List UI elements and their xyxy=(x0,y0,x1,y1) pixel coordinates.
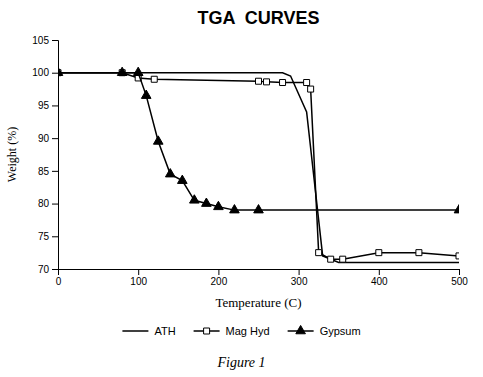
plot-area xyxy=(58,67,459,262)
tick-label: 95 xyxy=(38,100,50,111)
tick-label: 100 xyxy=(32,67,49,78)
tick-mark xyxy=(52,236,58,237)
point xyxy=(316,250,322,256)
point xyxy=(190,195,200,203)
point xyxy=(454,205,459,213)
caption: Figure 1 xyxy=(216,355,265,370)
point xyxy=(151,76,157,82)
tick-mark xyxy=(379,269,380,275)
tick-mark xyxy=(459,269,460,275)
point xyxy=(178,175,188,183)
point xyxy=(230,205,240,213)
tick-mark xyxy=(299,269,300,275)
title: TGA CURVES xyxy=(197,8,319,28)
tick: 300 xyxy=(291,269,308,287)
legend-marker xyxy=(204,328,210,334)
legend-label: ATH xyxy=(154,325,175,337)
point xyxy=(153,136,163,144)
point xyxy=(264,79,270,85)
tick-mark xyxy=(52,138,58,139)
point xyxy=(202,198,212,206)
tick: 95 xyxy=(38,100,58,111)
tick-label: 200 xyxy=(211,276,228,287)
tick: 400 xyxy=(371,269,388,287)
tick-mark xyxy=(218,269,219,275)
legend-item: ATH xyxy=(122,325,175,337)
point xyxy=(133,67,143,75)
tick: 85 xyxy=(38,166,58,177)
tick: 75 xyxy=(38,231,58,242)
y-axis: 70 75 80 85 90 95 100 105 xyxy=(32,35,58,275)
point xyxy=(308,86,314,92)
tick-label: 500 xyxy=(451,276,468,287)
tick: 500 xyxy=(451,269,468,287)
y-axis-label: Weight (%) xyxy=(5,127,19,182)
tick: 200 xyxy=(211,269,228,287)
markers xyxy=(58,70,459,262)
tick-label: 400 xyxy=(371,276,388,287)
legend-label: Mag Hyd xyxy=(226,325,270,337)
point xyxy=(304,80,310,86)
line xyxy=(58,73,459,259)
point xyxy=(141,90,151,98)
legend-swatch xyxy=(122,330,148,332)
tick: 105 xyxy=(32,35,58,46)
line xyxy=(58,73,459,263)
point xyxy=(456,253,459,259)
tick-mark xyxy=(52,269,58,270)
tick-label: 300 xyxy=(291,276,308,287)
point xyxy=(58,67,63,75)
legend: ATH Mag Hyd Gypsum xyxy=(122,325,360,337)
tick-mark xyxy=(52,171,58,172)
tick-mark xyxy=(52,105,58,106)
point xyxy=(165,169,175,177)
tick-label: 100 xyxy=(130,276,147,287)
tick: 80 xyxy=(38,198,58,209)
chart: TGA CURVES 0 100 200 300 400 500 70 75 80 85 90 95 10… xyxy=(0,0,483,377)
point xyxy=(117,67,127,75)
tick-label: 70 xyxy=(38,264,50,275)
legend-marker xyxy=(296,325,306,333)
point xyxy=(254,205,264,213)
tick: 90 xyxy=(38,133,58,144)
tick: 70 xyxy=(38,264,58,275)
tick: 100 xyxy=(130,269,147,287)
legend-item: Mag Hyd xyxy=(194,325,270,337)
tick-label: 90 xyxy=(38,133,50,144)
tick: 0 xyxy=(56,269,62,287)
point xyxy=(340,256,346,262)
markers xyxy=(58,67,459,213)
point xyxy=(416,250,422,256)
axis-line xyxy=(52,41,59,270)
legend-item: Gypsum xyxy=(288,325,361,337)
tick-label: 105 xyxy=(32,35,49,46)
point xyxy=(328,256,334,262)
legend-label: Gypsum xyxy=(320,325,361,337)
tick-mark xyxy=(52,73,58,74)
x-axis: 0 100 200 300 400 500 xyxy=(56,269,469,287)
point xyxy=(214,201,224,209)
x-axis-label: Temperature (C) xyxy=(215,295,301,310)
point xyxy=(376,250,382,256)
tick-label: 80 xyxy=(38,198,50,209)
tick-label: 0 xyxy=(56,276,62,287)
tick-label: 75 xyxy=(38,231,50,242)
axis-line xyxy=(59,270,460,276)
line xyxy=(58,73,459,210)
tick-mark xyxy=(138,269,139,275)
point xyxy=(280,80,286,86)
point xyxy=(256,78,262,84)
tick: 100 xyxy=(32,67,58,78)
tick-mark xyxy=(52,40,58,41)
tick-label: 85 xyxy=(38,166,50,177)
tick-mark xyxy=(52,204,58,205)
